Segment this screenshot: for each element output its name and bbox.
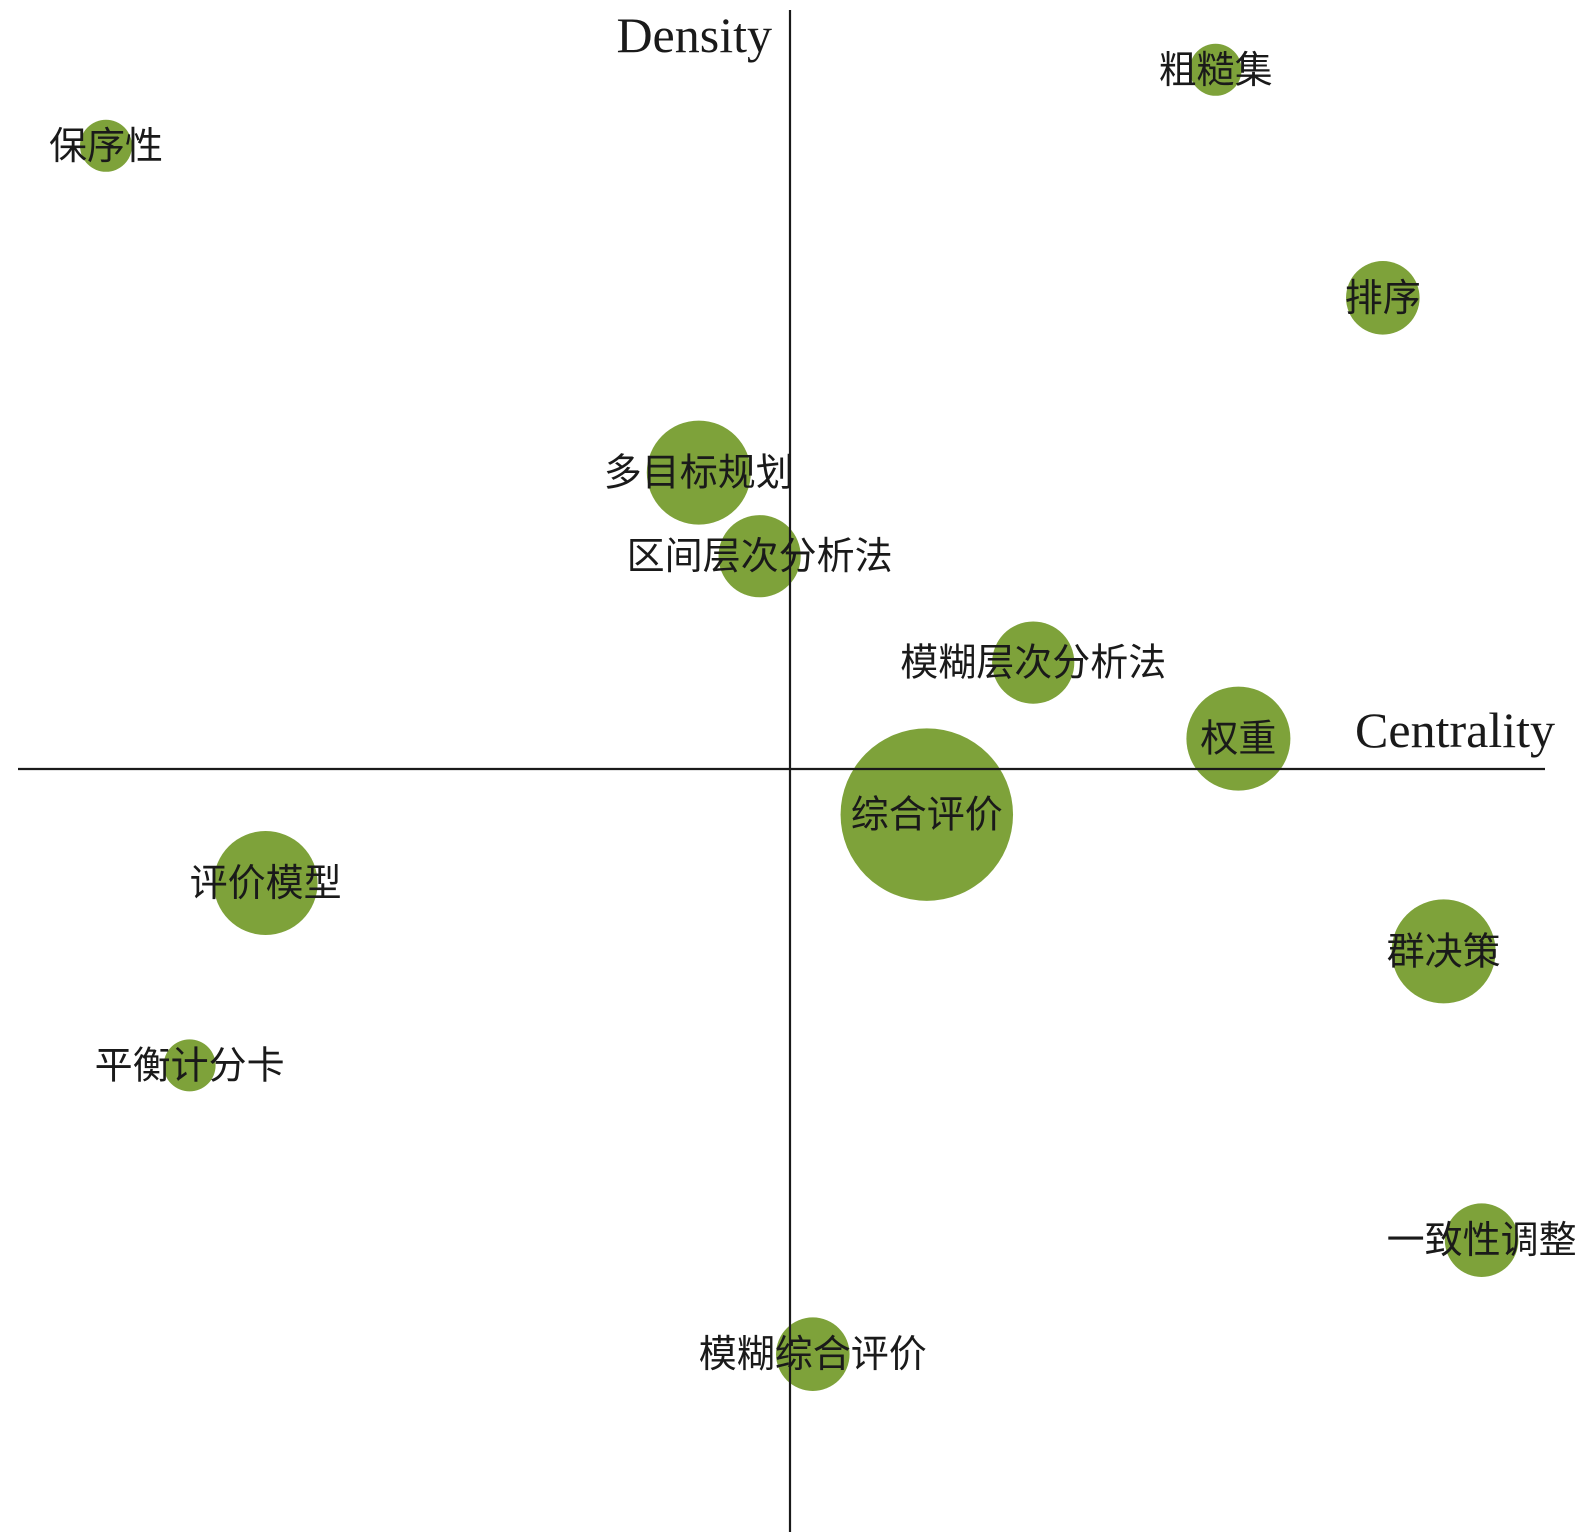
bubble-point [776,1317,850,1391]
bubble-label: 排序 [1345,276,1421,320]
label-layer: 粗糙集保序性排序多目标规划区间层次分析法模糊层次分析法权重综合评价评价模型群决策… [49,48,1575,1376]
bubble-label: 模糊层次分析法 [900,641,1166,685]
bubble-point [1444,1203,1519,1277]
bubble-point [1189,43,1242,96]
bubble-point [1391,899,1496,1004]
x-axis-label: Centrality [1355,702,1555,758]
y-axis-label: Density [616,7,772,63]
bubble-point [1186,686,1291,791]
bubble-point [840,728,1014,901]
bubble-label: 保序性 [49,124,163,168]
bubble-label: 平衡计分卡 [95,1043,285,1087]
bubble-label: 粗糙集 [1159,48,1273,92]
bubble-label: 一致性调整 [1387,1218,1575,1262]
bubble-label: 多目标规划 [604,451,794,495]
bubble-layer [80,43,1519,1391]
bubble-point [163,1039,216,1092]
bubble-point [718,515,801,598]
bubble-label: 群决策 [1387,929,1501,973]
bubble-label: 综合评价 [851,793,1003,837]
bubble-label: 权重 [1200,717,1276,761]
bubble-label: 评价模型 [190,861,342,905]
bubble-point [213,831,318,935]
bubble-point [80,119,132,172]
bubble-label: 模糊综合评价 [699,1332,927,1376]
bubble-point [992,621,1075,704]
bubble-point [646,420,751,525]
bubble-label: 区间层次分析法 [627,534,893,578]
bubble-point [1346,261,1420,335]
